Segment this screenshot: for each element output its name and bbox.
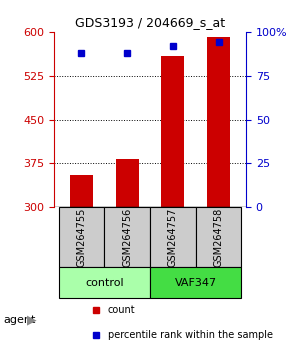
Bar: [161, 56, 184, 207]
FancyBboxPatch shape: [58, 207, 104, 268]
FancyBboxPatch shape: [196, 207, 242, 268]
Text: GSM264757: GSM264757: [168, 208, 178, 267]
Bar: [116, 159, 139, 207]
FancyBboxPatch shape: [104, 207, 150, 268]
Text: count: count: [108, 305, 135, 315]
Text: GSM264758: GSM264758: [214, 208, 224, 267]
FancyBboxPatch shape: [150, 207, 196, 268]
Text: agent: agent: [3, 315, 35, 325]
Bar: [207, 36, 230, 207]
Title: GDS3193 / 204669_s_at: GDS3193 / 204669_s_at: [75, 16, 225, 29]
Text: VAF347: VAF347: [175, 278, 217, 287]
FancyBboxPatch shape: [150, 268, 242, 298]
Text: ▶: ▶: [27, 314, 37, 327]
FancyBboxPatch shape: [58, 268, 150, 298]
Text: GSM264755: GSM264755: [76, 208, 86, 267]
Text: control: control: [85, 278, 124, 287]
Text: GSM264756: GSM264756: [122, 208, 132, 267]
Text: percentile rank within the sample: percentile rank within the sample: [108, 330, 273, 339]
Bar: [70, 175, 93, 207]
